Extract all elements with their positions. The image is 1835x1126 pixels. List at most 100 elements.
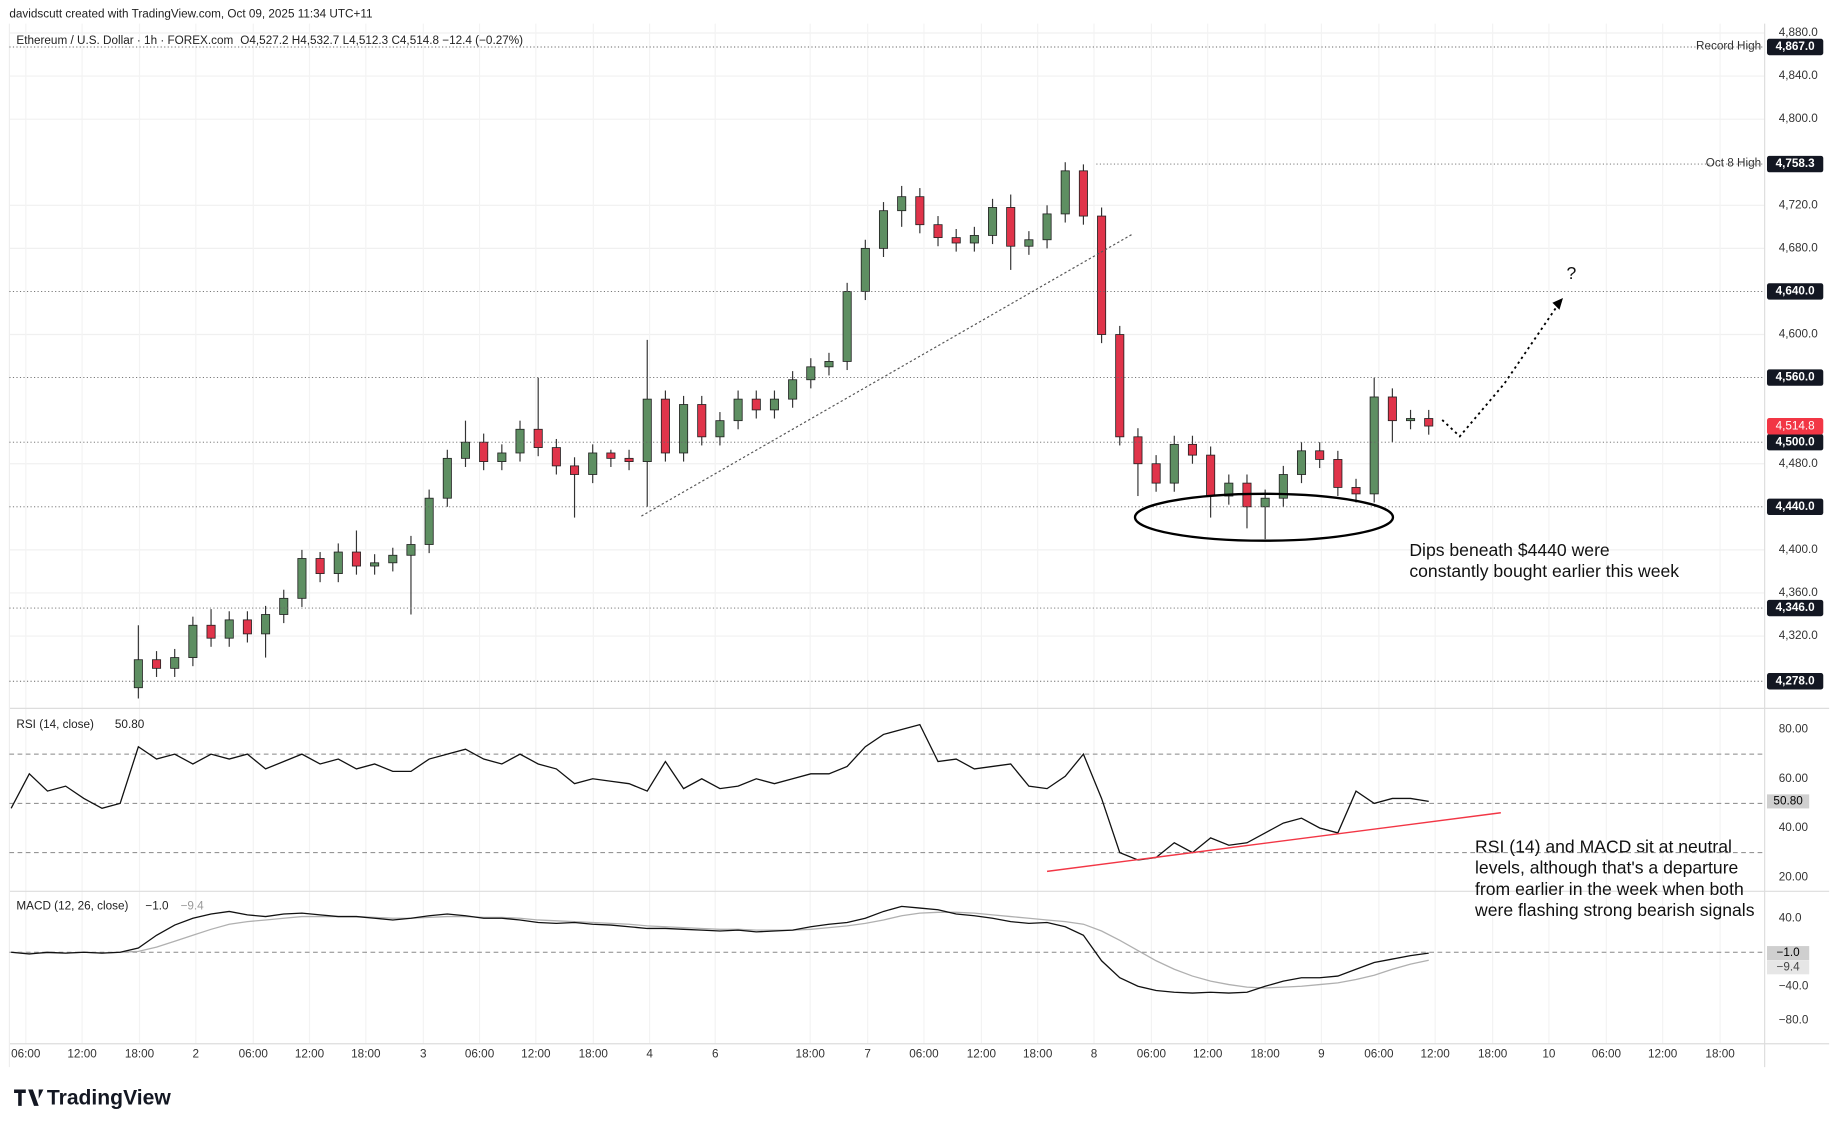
candle-body <box>1206 454 1216 497</box>
symbol: Ethereum / U.S. Dollar · 1h · FOREX.com <box>16 34 233 47</box>
candle-body <box>933 224 943 239</box>
pane-value: 50.80 <box>115 718 145 731</box>
level-label: 4,278.0 <box>1776 674 1816 687</box>
candle-body <box>878 210 889 249</box>
candle-body <box>1278 474 1288 499</box>
y-tick-label: 40.0 <box>1779 911 1802 924</box>
y-tick-label: 4,720.0 <box>1779 198 1819 211</box>
level-note: Oct 8 High <box>1706 157 1761 170</box>
x-tick-label: 18:00 <box>1478 1047 1508 1060</box>
candle-body <box>988 207 998 236</box>
annotation-line: constantly bought earlier this week <box>1409 561 1679 581</box>
x-tick-label: 12:00 <box>1648 1047 1678 1060</box>
level-box <box>1766 155 1824 173</box>
candle-body <box>261 614 271 635</box>
price-pane: 4,880.0 4,840.0 4,800.0 4,720.0 4,680.0 4,600… <box>9 26 1824 699</box>
value-box <box>1766 960 1810 975</box>
last-price-label: 4,514.8 <box>1776 419 1816 432</box>
candle-body <box>188 624 198 658</box>
candle-body <box>588 452 598 475</box>
x-tick-label: 2 <box>193 1047 200 1060</box>
candle-body <box>370 562 380 567</box>
x-tick-label: 9 <box>1318 1047 1325 1060</box>
x-tick-label: 12:00 <box>967 1047 997 1060</box>
x-tick-label: 18:00 <box>1250 1047 1280 1060</box>
level-note: Record High <box>1696 40 1761 53</box>
logo-mark <box>14 1089 44 1106</box>
value-label: 50.80 <box>1773 795 1803 808</box>
annotation-line: from earlier in the week when both <box>1475 879 1744 899</box>
candle-body <box>860 247 870 292</box>
candle-body <box>769 398 779 411</box>
candle-body <box>297 558 307 599</box>
x-tick-label: 06:00 <box>465 1047 495 1060</box>
level-box <box>1766 498 1824 516</box>
candle-body <box>1369 396 1379 495</box>
x-tick-label: 18:00 <box>125 1047 155 1060</box>
candle-body <box>806 366 816 381</box>
y-tick-label: 4,840.0 <box>1779 69 1819 82</box>
annotation-line: levels, although that's a departure <box>1475 858 1738 878</box>
candle-body <box>570 465 580 475</box>
level-box <box>1766 433 1824 451</box>
macd-pane: 40.0 −40.0 −80.0 MACD (12, 26, close) −1.0 −1… <box>9 900 1810 1026</box>
x-tick-label: 18:00 <box>351 1047 381 1060</box>
candle-body <box>1333 459 1343 488</box>
y-tick-label: 20.00 <box>1779 870 1809 883</box>
candle-body <box>497 452 507 462</box>
x-tick-label: 3 <box>420 1047 427 1060</box>
candle-body <box>915 196 925 226</box>
level-box <box>1766 283 1824 300</box>
y-tick-label: 80.00 <box>1779 723 1809 736</box>
candle-body <box>642 398 652 462</box>
candle-body <box>679 404 689 454</box>
x-tick-label: 06:00 <box>239 1047 269 1060</box>
value-label: −9.4 <box>1777 960 1801 973</box>
x-tick-label: 18:00 <box>579 1047 609 1060</box>
candle-body <box>460 441 471 459</box>
level-box <box>1766 369 1824 386</box>
candle-body <box>1315 450 1325 460</box>
rsi-trendline <box>1046 812 1501 873</box>
indicator-line <box>11 911 1429 989</box>
candle-body <box>715 420 725 438</box>
candle-body <box>1097 215 1107 335</box>
pane-title: MACD (12, 26, close) <box>16 900 128 913</box>
candle-body <box>1133 436 1143 465</box>
x-tick-label: 8 <box>1091 1047 1098 1060</box>
x-tick-label: 06:00 <box>1364 1047 1394 1060</box>
x-tick-label: 6 <box>712 1047 719 1060</box>
candle-body <box>1351 487 1361 495</box>
candle-body <box>170 657 180 669</box>
level-label: 4,440.0 <box>1776 500 1816 513</box>
y-tick-label: −80.0 <box>1779 1013 1809 1026</box>
candle-body <box>479 441 489 462</box>
y-tick-label: 4,360.0 <box>1779 586 1819 599</box>
time-axis: 06:00 12:00 18:00 2 06:00 12:00 18:00 3 06:00 12:… <box>11 1047 1735 1060</box>
candle-body <box>1006 207 1016 247</box>
candle-body <box>1151 463 1161 484</box>
pane-title: RSI (14, close) <box>16 718 94 731</box>
x-tick-label: 18:00 <box>1705 1047 1735 1060</box>
candle-body <box>224 619 234 639</box>
level-box <box>1766 673 1824 690</box>
indicator-line <box>11 905 1429 994</box>
level-label: 4,560.0 <box>1776 371 1816 384</box>
candle-body <box>1224 482 1234 497</box>
candle-body <box>388 554 398 564</box>
y-tick-label: 4,880.0 <box>1779 26 1819 39</box>
candle-body <box>733 398 743 422</box>
trendline <box>641 234 1132 517</box>
candle-body <box>951 237 961 244</box>
y-tick-label: 4,680.0 <box>1779 241 1819 254</box>
candle-body <box>442 457 452 499</box>
value-box <box>1766 946 1810 961</box>
candle-body <box>751 398 761 411</box>
candle-body <box>1187 443 1197 456</box>
logo-text: TradingView <box>47 1086 171 1109</box>
level-label: 4,758.3 <box>1776 157 1816 170</box>
candle-body <box>606 452 616 459</box>
x-tick-label: 4 <box>646 1047 653 1060</box>
candle-body <box>1296 450 1307 475</box>
x-tick-label: 18:00 <box>1023 1047 1053 1060</box>
